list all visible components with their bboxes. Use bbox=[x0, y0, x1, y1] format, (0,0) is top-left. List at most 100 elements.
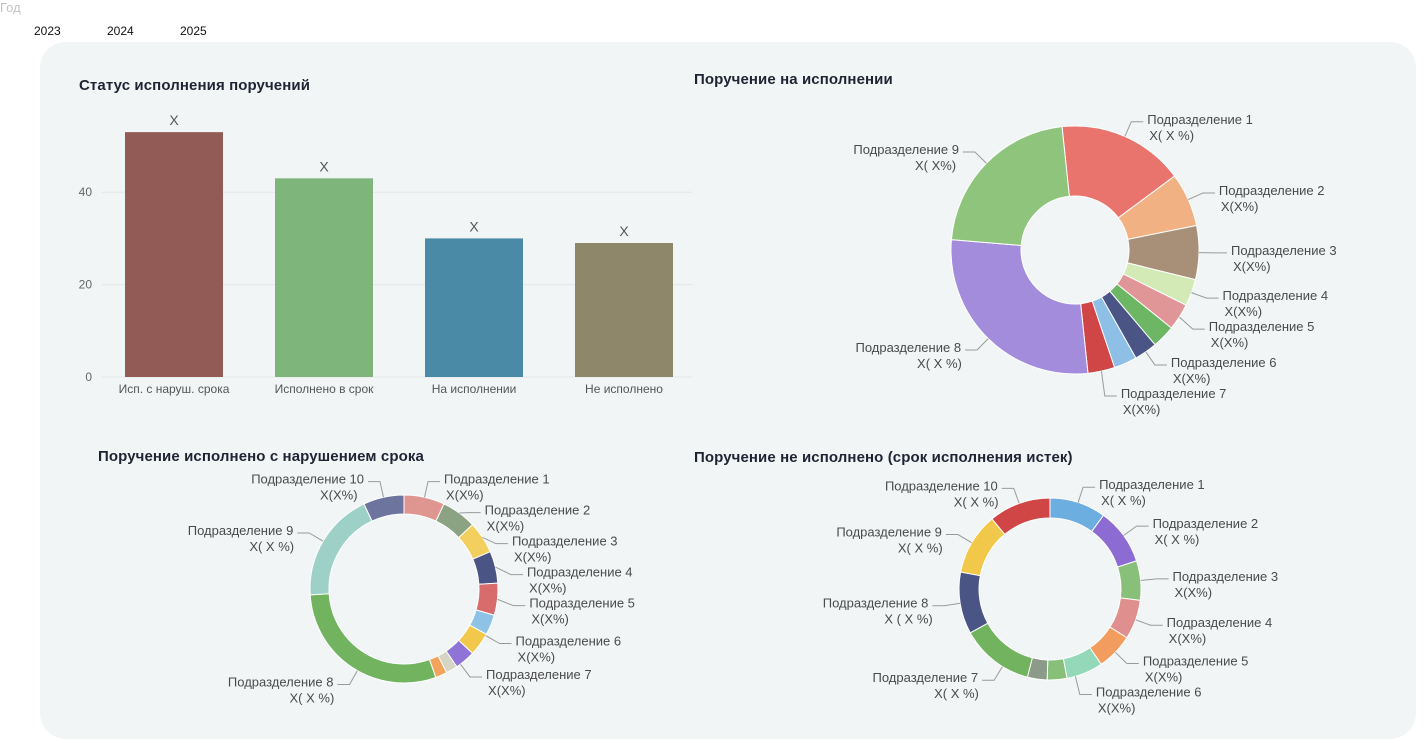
slice-value-label: X( X %) bbox=[934, 686, 979, 701]
y-tick-label: 0 bbox=[85, 370, 92, 384]
leader-line-8 bbox=[932, 602, 961, 607]
slice-3 bbox=[1116, 560, 1142, 601]
leader-line-6 bbox=[1145, 351, 1167, 366]
leader-line-3 bbox=[1140, 578, 1169, 581]
slice-label: Подразделение 5 bbox=[1143, 653, 1249, 668]
slice-label: Подразделение 8 bbox=[855, 340, 961, 355]
slice-12 bbox=[309, 503, 373, 596]
bar-1 bbox=[125, 132, 223, 377]
slice-label: Подразделение 3 bbox=[512, 534, 618, 549]
leader-line-6 bbox=[1074, 676, 1092, 695]
slice-13 bbox=[363, 494, 405, 522]
bar-data-label: X bbox=[469, 218, 479, 234]
bar-data-label: X bbox=[319, 158, 329, 174]
leader-line-7 bbox=[1100, 371, 1117, 397]
slice-11 bbox=[309, 593, 437, 684]
slice-label: Подразделение 10 bbox=[251, 472, 364, 487]
slice-value-label: X( X %) bbox=[954, 494, 999, 509]
leader-line-2 bbox=[1123, 525, 1149, 536]
slice-label: Подразделение 2 bbox=[1153, 516, 1259, 531]
in-progress-pie-chart: Подразделение 1X( X %)Подразделение 2X(X… bbox=[853, 112, 1336, 417]
slice-value-label: X(X%) bbox=[1175, 585, 1213, 600]
slice-value-label: X( X %) bbox=[917, 356, 962, 371]
leader-line-10 bbox=[368, 481, 384, 498]
slice-value-label: X(X%) bbox=[487, 519, 525, 534]
overdue-chart-title: Поручение не исполнено (срок исполнения … bbox=[694, 449, 1073, 466]
year-tab-2023[interactable]: 2023 bbox=[34, 24, 61, 38]
slice-value-label: X(X%) bbox=[518, 650, 556, 665]
slice-value-label: X ( X %) bbox=[884, 612, 932, 627]
slice-label: Подразделение 2 bbox=[485, 503, 591, 518]
slice-label: Подразделение 1 bbox=[1099, 477, 1205, 492]
slice-label: Подразделение 6 bbox=[1096, 684, 1202, 699]
slice-11 bbox=[950, 126, 1070, 247]
year-filter: 2023 2024 2025 bbox=[34, 24, 253, 38]
year-tab-2025[interactable]: 2025 bbox=[180, 24, 207, 38]
slice-label: Подразделение 7 bbox=[486, 667, 592, 682]
slice-value-label: X(X%) bbox=[1211, 335, 1249, 350]
slice-label: Подразделение 5 bbox=[1209, 319, 1315, 334]
x-tick-label: На исполнении bbox=[432, 382, 517, 396]
slice-value-label: X(X%) bbox=[446, 488, 484, 503]
bar-data-label: X bbox=[169, 112, 179, 128]
y-tick-label: 20 bbox=[79, 278, 93, 292]
leader-line-5 bbox=[1179, 316, 1205, 330]
slice-value-label: X(X%) bbox=[1098, 700, 1136, 715]
slice-value-label: X(X%) bbox=[488, 683, 526, 698]
leader-line-6 bbox=[485, 635, 512, 645]
late-chart-title: Поручение исполнено с нарушением срока bbox=[98, 448, 424, 465]
slice-label: Подразделение 6 bbox=[516, 634, 622, 649]
slice-label: Подразделение 10 bbox=[885, 478, 998, 493]
slice-value-label: X(X%) bbox=[1169, 631, 1207, 646]
slice-2 bbox=[1091, 514, 1138, 568]
late-donut-chart: Подразделение 1X(X%)Подразделение 2X(X%)… bbox=[188, 472, 635, 706]
bar-4 bbox=[575, 243, 673, 377]
slice-value-label: X( X %) bbox=[1155, 532, 1200, 547]
leader-line-7 bbox=[460, 663, 483, 678]
slice-label: Подразделение 1 bbox=[1147, 112, 1253, 127]
slice-label: Подразделение 7 bbox=[873, 670, 979, 685]
slice-label: Подразделение 9 bbox=[853, 142, 959, 157]
leader-line-10 bbox=[1001, 487, 1020, 504]
slice-label: Подразделение 8 bbox=[228, 675, 334, 690]
slice-12 bbox=[991, 497, 1051, 535]
slice-value-label: X(X%) bbox=[1123, 402, 1161, 417]
y-tick-label: 40 bbox=[79, 185, 93, 199]
leader-line-1 bbox=[424, 481, 440, 498]
slice-value-label: X(X%) bbox=[1221, 199, 1259, 214]
slice-label: Подразделение 1 bbox=[444, 472, 550, 487]
slice-label: Подразделение 6 bbox=[1171, 355, 1277, 370]
leader-line-9 bbox=[297, 532, 324, 542]
bar-2 bbox=[275, 178, 373, 377]
leader-line-9 bbox=[962, 151, 987, 164]
leader-line-7 bbox=[982, 666, 1003, 681]
slice-10 bbox=[958, 571, 989, 634]
x-tick-label: Исп. с наруш. срока bbox=[119, 382, 230, 396]
slice-value-label: X(X%) bbox=[1224, 304, 1262, 319]
slice-value-label: X(X%) bbox=[531, 612, 569, 627]
year-tab-2024[interactable]: 2024 bbox=[107, 24, 134, 38]
slice-label: Подразделение 4 bbox=[1167, 615, 1273, 630]
leader-line-5 bbox=[497, 598, 526, 607]
leader-line-9 bbox=[945, 534, 972, 544]
overdue-donut-chart: Подразделение 1X( X %)Подразделение 2X( … bbox=[823, 477, 1278, 715]
leader-line-4 bbox=[1191, 292, 1219, 299]
slice-label: Подразделение 9 bbox=[188, 523, 294, 538]
leader-line-8 bbox=[337, 670, 358, 686]
slice-value-label: X(X%) bbox=[320, 488, 358, 503]
slice-10 bbox=[950, 239, 1089, 375]
x-tick-label: Исполнено в срок bbox=[275, 382, 375, 396]
slice-value-label: X( X%) bbox=[915, 158, 956, 173]
slice-value-label: X( X %) bbox=[1149, 128, 1194, 143]
slice-value-label: X( X %) bbox=[249, 539, 294, 554]
slice-label: Подразделение 7 bbox=[1121, 386, 1227, 401]
slice-label: Подразделение 3 bbox=[1173, 569, 1279, 584]
leader-line-2 bbox=[1188, 192, 1215, 201]
leader-line-1 bbox=[1124, 121, 1144, 137]
slice-label: Подразделение 3 bbox=[1231, 243, 1337, 258]
slice-value-label: X( X %) bbox=[898, 541, 943, 556]
status-chart-title: Статус исполнения поручений bbox=[79, 77, 311, 94]
x-tick-label: Не исполнено bbox=[585, 382, 663, 396]
leader-line-3 bbox=[482, 536, 508, 545]
